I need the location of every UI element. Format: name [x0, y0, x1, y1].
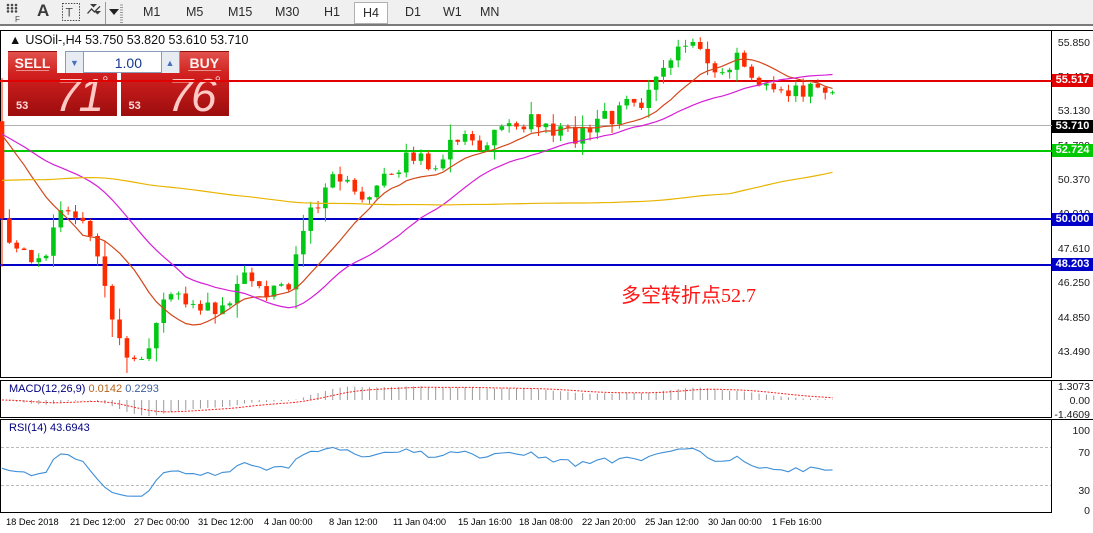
svg-text:F: F [15, 15, 20, 23]
svg-text:T: T [66, 6, 74, 20]
